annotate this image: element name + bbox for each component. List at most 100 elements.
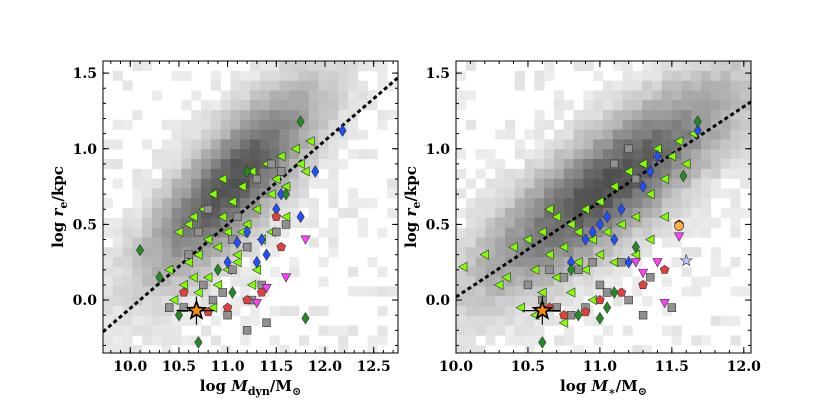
density-cell: [710, 90, 721, 101]
density-cell: [485, 159, 496, 170]
density-cell: [338, 100, 349, 111]
density-cell: [710, 257, 721, 268]
density-cell: [152, 178, 163, 189]
data-point: [558, 241, 569, 253]
density-cell: [495, 325, 506, 336]
density-cell: [603, 178, 614, 189]
density-cell: [230, 80, 241, 91]
density-cell: [495, 296, 506, 307]
density-cell: [544, 198, 555, 209]
density-cell: [367, 149, 378, 160]
density-cell: [514, 315, 525, 326]
density-cell: [318, 178, 329, 189]
density-cell: [534, 110, 545, 121]
density-cell: [210, 198, 221, 209]
density-cell: [603, 198, 614, 209]
density-cell: [230, 168, 241, 179]
density-cell: [505, 188, 516, 199]
density-cell: [593, 188, 604, 199]
data-point: [202, 272, 213, 283]
density-cell: [671, 198, 682, 209]
density-cell: [632, 198, 643, 209]
density-cell: [573, 168, 584, 179]
density-cell: [318, 119, 329, 130]
density-cell: [132, 237, 143, 248]
density-cell: [338, 345, 349, 353]
density-cell: [710, 110, 721, 121]
density-cell: [397, 90, 398, 101]
density-cell: [652, 188, 663, 199]
density-cell: [456, 100, 467, 111]
density-cell: [612, 168, 623, 179]
density-cell: [230, 188, 241, 199]
density-cell: [250, 217, 261, 228]
density-cell: [210, 178, 221, 189]
density-cell: [750, 110, 751, 121]
density-cell: [161, 227, 172, 238]
density-cell: [142, 188, 153, 199]
density-cell: [328, 188, 339, 199]
density-cell: [652, 227, 663, 238]
density-cell: [681, 178, 692, 189]
density-cell: [289, 159, 300, 170]
density-cell: [397, 119, 398, 130]
density-cell: [132, 325, 143, 336]
density-cell: [220, 139, 231, 150]
density-cell: [201, 227, 212, 238]
density-cell: [456, 188, 467, 199]
data-point: [529, 264, 540, 275]
x-tick-label: 10.0: [439, 359, 473, 375]
density-cell: [583, 247, 594, 258]
density-cell: [495, 178, 506, 189]
density-cell: [201, 198, 212, 209]
density-cell: [485, 188, 496, 199]
density-cell: [642, 70, 653, 81]
density-cell: [563, 119, 574, 130]
density-cell: [563, 139, 574, 150]
density-cell: [661, 227, 672, 238]
density-cell: [701, 139, 712, 150]
density-cell: [328, 149, 339, 160]
density-cell: [377, 306, 388, 317]
density-cell: [122, 80, 133, 91]
data-point: [256, 287, 267, 297]
density-cell: [279, 208, 290, 219]
density-cell: [632, 100, 643, 111]
density-cell: [318, 139, 329, 150]
density-cell: [122, 345, 133, 353]
series-blue-diamonds: [223, 124, 347, 269]
density-cell: [220, 266, 231, 277]
density-cell: [152, 247, 163, 258]
density-cell: [612, 100, 623, 111]
density-cell: [240, 237, 251, 248]
density-cell: [622, 80, 633, 91]
density-cell: [563, 178, 574, 189]
density-cell: [612, 80, 623, 91]
data-point: [178, 279, 189, 291]
density-cell: [701, 276, 712, 287]
density-cell: [475, 168, 486, 179]
density-cell: [387, 208, 398, 219]
density-cell: [671, 100, 682, 111]
density-cell: [201, 247, 212, 258]
density-cell: [691, 208, 702, 219]
data-point: [588, 225, 597, 239]
data-point: [135, 243, 145, 257]
density-cell: [661, 217, 672, 228]
data-point: [565, 219, 576, 230]
density-cell: [240, 247, 251, 258]
density-cell: [691, 159, 702, 170]
density-cell: [485, 208, 496, 219]
y-axis-label: log re/kpc: [49, 166, 70, 248]
density-cell: [289, 70, 300, 81]
data-point: [610, 286, 619, 299]
density-cell: [514, 247, 525, 258]
density-cell: [603, 266, 614, 277]
data-point: [242, 242, 252, 252]
density-cell: [475, 208, 486, 219]
plot-frame: [102, 60, 399, 354]
density-cell: [534, 188, 545, 199]
density-cell: [171, 139, 182, 150]
density-cell: [505, 306, 516, 317]
density-cell: [583, 237, 594, 248]
